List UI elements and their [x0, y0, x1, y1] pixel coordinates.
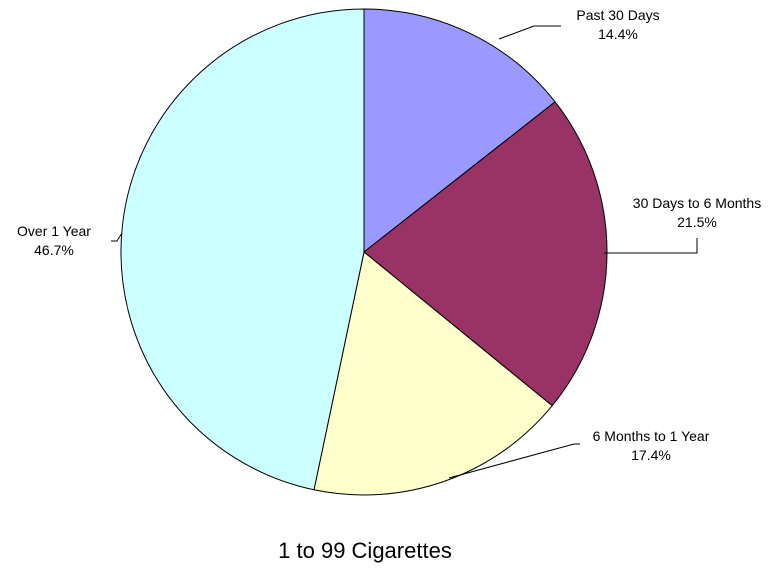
slice-label-past-30-days: Past 30 Days — [576, 7, 659, 23]
leader-line-30-days-to-6-months — [604, 238, 698, 254]
leader-lines — [111, 25, 698, 479]
chart-title: 1 to 99 Cigarettes — [278, 538, 452, 563]
slice-label-30-days-to-6-months: 30 Days to 6 Months — [633, 195, 761, 211]
slice-value-6-months-to-1-year: 17.4% — [631, 447, 671, 463]
slice-value-over-1-year: 46.7% — [34, 242, 74, 258]
slice-label-6-months-to-1-year: 6 Months to 1 Year — [593, 428, 710, 444]
slice-labels: Past 30 Days 14.4% 30 Days to 6 Months 2… — [17, 7, 761, 463]
slice-value-30-days-to-6-months: 21.5% — [677, 214, 717, 230]
pie-slice-30-days-to-6-months — [363, 101, 608, 407]
pie-slices — [120, 8, 608, 496]
slice-value-past-30-days: 14.4% — [598, 26, 638, 42]
leader-line-over-1-year — [111, 232, 123, 242]
pie-slice-over-1-year — [120, 8, 365, 491]
leader-line-6-months-to-1-year — [448, 443, 580, 479]
pie-slice-past-30-days — [363, 8, 556, 254]
pie-slice-6-months-to-1-year — [313, 251, 553, 496]
leader-line-past-30-days — [498, 25, 561, 40]
slice-label-over-1-year: Over 1 Year — [17, 223, 91, 239]
